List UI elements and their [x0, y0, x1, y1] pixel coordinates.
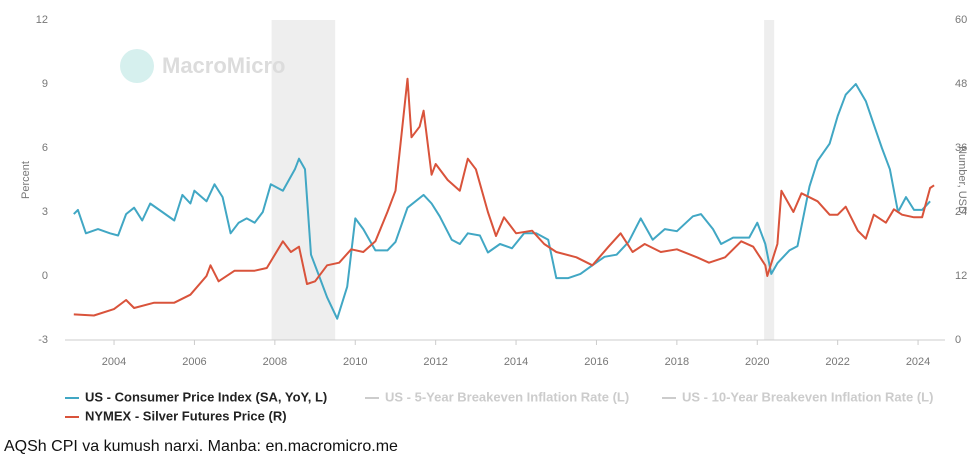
caption: AQSh CPI va kumush narxi. Manba: en.macr… — [4, 438, 398, 455]
legend-label: US - Consumer Price Index (SA, YoY, L) — [85, 389, 327, 404]
x-tick-label: 2014 — [504, 356, 528, 368]
x-tick-label: 2018 — [665, 356, 689, 368]
x-tick-label: 2024 — [906, 356, 930, 368]
legend-item: US - Consumer Price Index (SA, YoY, L) — [65, 389, 327, 404]
watermark: MacroMicro — [120, 49, 285, 83]
x-tick-label: 2020 — [745, 356, 769, 368]
series-line — [73, 77, 935, 317]
y2-tick-label: 12 — [955, 270, 967, 282]
legend-item: US - 10-Year Breakeven Inflation Rate (L… — [662, 389, 933, 404]
y2-axis-title: Number, USD — [956, 146, 968, 214]
y-tick-label: -3 — [38, 334, 48, 346]
legend-item: US - 5-Year Breakeven Inflation Rate (L) — [365, 389, 629, 404]
y2-tick-label: 36 — [955, 142, 967, 154]
y-axis-title: Percent — [20, 161, 32, 199]
x-tick-label: 2004 — [102, 356, 126, 368]
legend-label: US - 10-Year Breakeven Inflation Rate (L… — [682, 389, 933, 404]
legend-label: US - 5-Year Breakeven Inflation Rate (L) — [385, 389, 629, 404]
x-tick-label: 2012 — [423, 356, 447, 368]
y2-tick-label: 48 — [955, 78, 967, 90]
legend-label: NYMEX - Silver Futures Price (R) — [85, 408, 287, 423]
y-tick-label: 3 — [42, 206, 48, 218]
legend-item: NYMEX - Silver Futures Price (R) — [65, 408, 287, 423]
x-tick-label: 2022 — [825, 356, 849, 368]
y-tick-label: 6 — [42, 142, 48, 154]
y-tick-label: 0 — [42, 270, 48, 282]
y2-tick-label: 0 — [955, 334, 961, 346]
x-tick-label: 2006 — [182, 356, 206, 368]
shaded-range — [271, 20, 336, 340]
y2-tick-label: 60 — [955, 14, 967, 26]
y-tick-label: 12 — [36, 14, 48, 26]
x-tick-label: 2008 — [263, 356, 287, 368]
watermark-text: MacroMicro — [162, 53, 285, 78]
y2-tick-label: 24 — [955, 206, 967, 218]
series-line — [73, 83, 931, 320]
shaded-range — [764, 20, 775, 340]
x-tick-label: 2010 — [343, 356, 367, 368]
x-tick-label: 2016 — [584, 356, 608, 368]
watermark-logo — [120, 49, 154, 83]
y-tick-label: 9 — [42, 78, 48, 90]
